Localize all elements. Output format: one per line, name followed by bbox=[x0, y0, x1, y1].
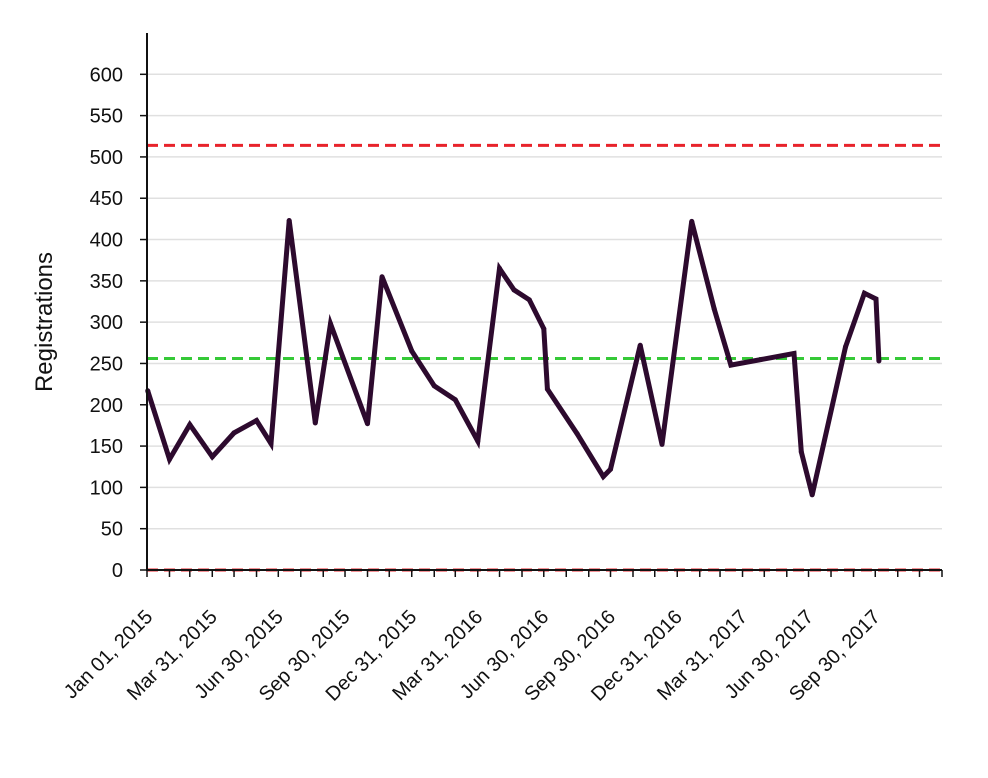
y-tick-label-500: 500 bbox=[90, 147, 123, 169]
data-point bbox=[876, 358, 882, 364]
data-point bbox=[231, 430, 237, 436]
y-tick-label-350: 350 bbox=[90, 271, 123, 293]
y-tick-label-550: 550 bbox=[90, 106, 123, 128]
data-point bbox=[861, 290, 867, 296]
y-tick-label-100: 100 bbox=[90, 477, 123, 499]
data-point bbox=[659, 441, 665, 447]
data-point bbox=[409, 348, 415, 354]
data-point bbox=[637, 342, 643, 348]
y-tick-label-150: 150 bbox=[90, 436, 123, 458]
gridlines bbox=[147, 73, 942, 530]
data-point bbox=[791, 351, 797, 357]
y-tick-label-50: 50 bbox=[101, 519, 123, 541]
data-point bbox=[689, 218, 695, 224]
data-point bbox=[286, 218, 292, 224]
y-axis-title: Registrations bbox=[31, 252, 58, 392]
y-tick-label-0: 0 bbox=[112, 560, 123, 582]
data-point bbox=[431, 383, 437, 389]
series-layer bbox=[145, 218, 882, 498]
y-tick-label-300: 300 bbox=[90, 312, 123, 334]
data-point bbox=[600, 474, 606, 480]
data-point bbox=[843, 344, 849, 350]
y-tick-label-600: 600 bbox=[90, 64, 123, 86]
series-line-0 bbox=[145, 220, 882, 496]
y-tick-label-200: 200 bbox=[90, 395, 123, 417]
data-point bbox=[452, 397, 458, 403]
data-point bbox=[166, 456, 172, 462]
data-point bbox=[475, 438, 481, 444]
data-point bbox=[608, 466, 614, 472]
data-point bbox=[379, 274, 385, 280]
y-tick-labels: 0 50 100 150 200 250 300 350 400 450 500 550 600 bbox=[90, 64, 123, 582]
data-point bbox=[711, 306, 717, 312]
data-point bbox=[187, 422, 193, 428]
data-point bbox=[873, 296, 879, 302]
data-point bbox=[312, 420, 318, 426]
y-tick-label-400: 400 bbox=[90, 230, 123, 252]
data-point bbox=[544, 386, 550, 392]
data-point bbox=[526, 297, 532, 303]
data-point bbox=[541, 326, 547, 332]
y-tick-label-250: 250 bbox=[90, 353, 123, 375]
data-point bbox=[497, 265, 503, 271]
data-point bbox=[328, 321, 334, 327]
data-point bbox=[209, 454, 215, 460]
data-point bbox=[254, 417, 260, 423]
data-point bbox=[798, 449, 804, 455]
data-point bbox=[268, 441, 274, 447]
data-point bbox=[809, 492, 815, 498]
data-point bbox=[728, 362, 734, 368]
data-point bbox=[511, 287, 517, 293]
data-point bbox=[365, 421, 371, 427]
axes bbox=[140, 33, 943, 577]
data-point bbox=[574, 431, 580, 437]
y-tick-label-450: 450 bbox=[90, 188, 123, 210]
